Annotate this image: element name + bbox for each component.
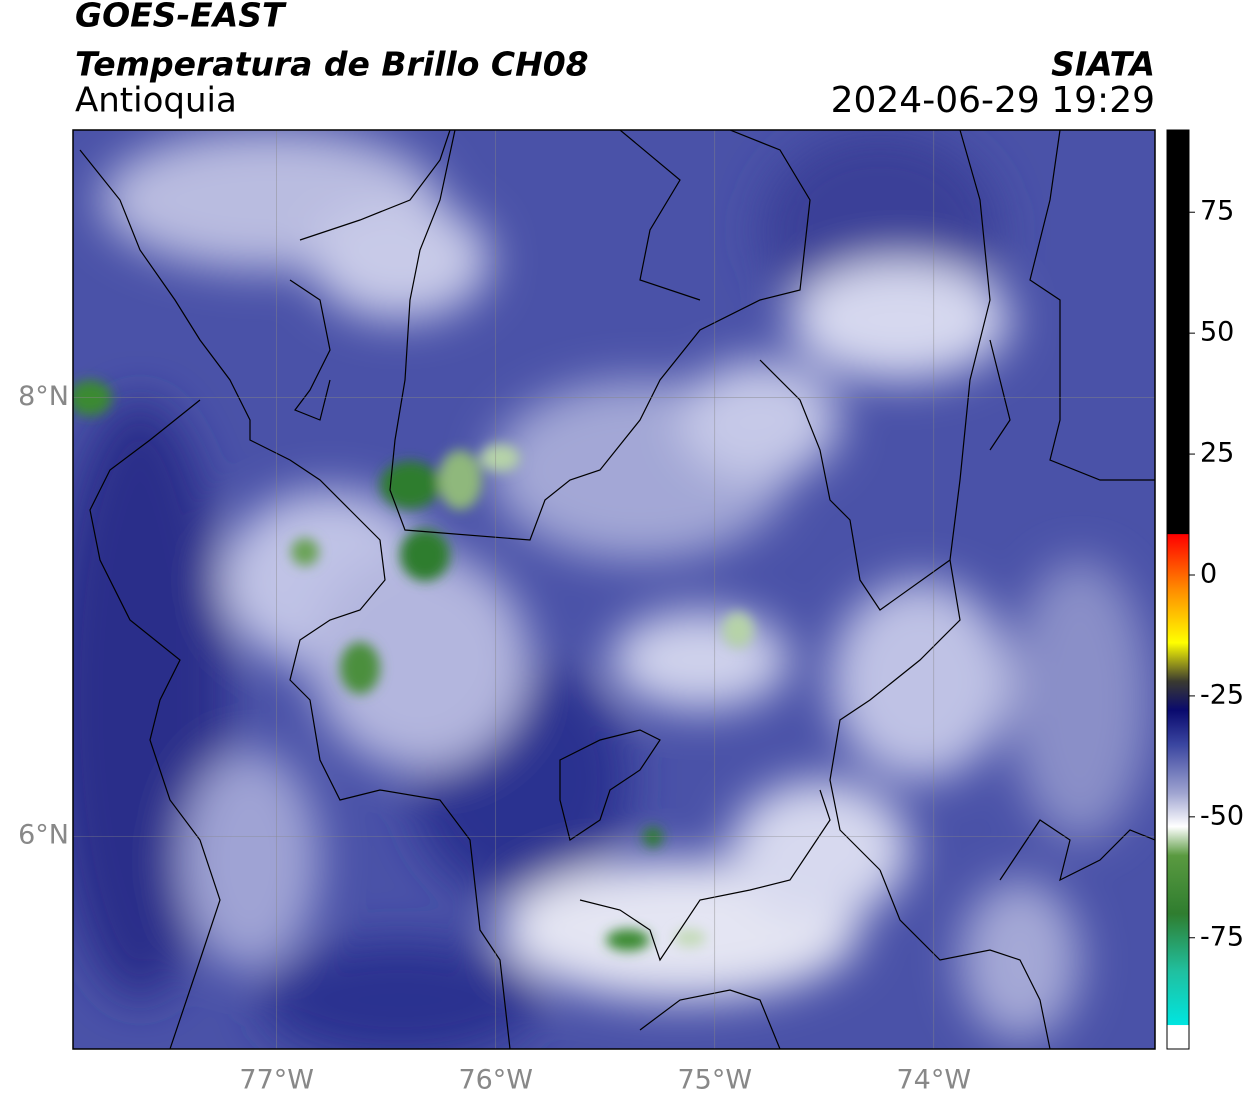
title: GOES-EAST (75, 0, 287, 35)
source: SIATA (1051, 45, 1155, 84)
boundaries (79, 130, 1155, 1049)
subtitle: Temperatura de Brillo CH08 (75, 45, 589, 84)
colorbar-tick-label: 75 (1200, 196, 1234, 227)
colorbar-tick-label: -50 (1200, 800, 1244, 831)
x-tick-label: 76°W (458, 1065, 533, 1096)
imagery (73, 130, 1155, 1049)
colorbar (1166, 129, 1190, 1050)
map-frame (72, 129, 1156, 1050)
x-tick-label: 75°W (677, 1065, 752, 1096)
cold-tops (73, 380, 754, 951)
colorbar-tick-label: 50 (1200, 317, 1234, 348)
colorbar-tick-label: -75 (1200, 921, 1244, 952)
x-tick-label: 77°W (239, 1065, 314, 1096)
y-tick-label: 8°N (18, 381, 69, 412)
colorbar-tick-label: -25 (1200, 679, 1244, 710)
grid (73, 130, 1155, 1049)
region: Antioquia (75, 81, 237, 121)
datetime: 2024-06-29 19:29 (831, 80, 1155, 121)
colorbar-tick-label: 25 (1200, 438, 1234, 469)
x-tick-label: 74°W (897, 1065, 972, 1096)
colorbar-tick-label: 0 (1200, 558, 1217, 589)
y-tick-label: 6°N (18, 820, 69, 851)
